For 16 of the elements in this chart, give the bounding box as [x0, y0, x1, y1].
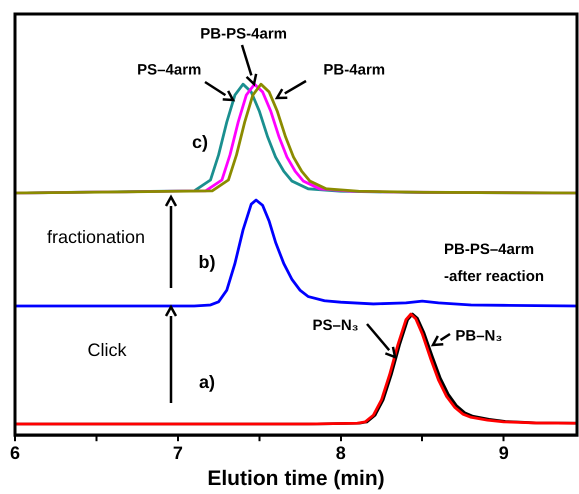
x-tick-label: 8 [336, 442, 346, 463]
series-label: PB-PS–4arm -after reaction [444, 241, 544, 286]
annotation: fractionation [46, 226, 146, 247]
annotation: c) [192, 132, 208, 152]
x-tick-label: 7 [172, 442, 183, 463]
annotation: PB–N₃ [455, 327, 502, 344]
annotation: PS–N₃ [312, 317, 359, 334]
annotation: b) [198, 252, 216, 272]
annotation: PB-PS-4arm [200, 25, 287, 42]
x-tick-label: 6 [10, 442, 20, 463]
x-axis-title: Elution time (min) [207, 467, 385, 490]
annotation: PS–4arm [137, 61, 202, 78]
annotation: PB-4arm [323, 61, 386, 78]
annotation: a) [198, 372, 216, 392]
x-tick-label: 9 [498, 442, 509, 463]
annotation: Click [88, 340, 128, 360]
